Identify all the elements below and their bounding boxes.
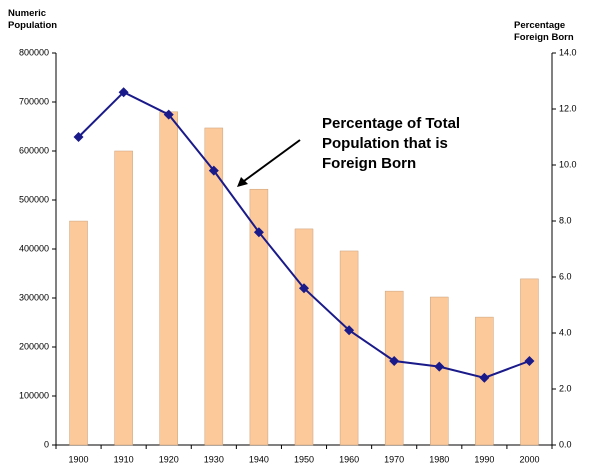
line-marker (208, 165, 219, 176)
bar (339, 250, 359, 446)
x-tick-label: 1920 (159, 454, 179, 464)
y-tick-label: 600000 (19, 145, 49, 155)
y-tick-label: 100000 (19, 390, 49, 400)
y-axis-title: Numeric Population (8, 8, 58, 31)
y2-tick-label: 12.0 (559, 103, 577, 113)
x-tick-label: 1950 (294, 454, 314, 464)
y-tick-label: 0 (44, 439, 49, 449)
annotation-arrowhead (237, 177, 248, 187)
annotation-arrow (243, 139, 301, 182)
line-marker (163, 109, 174, 120)
line-marker (524, 356, 535, 366)
annotation: Percentage of Total Population that is F… (322, 115, 461, 172)
x-tick-label: 2000 (519, 454, 539, 464)
y2-tick-label: 8.0 (559, 215, 572, 225)
y2-tick-label: 0.0 (559, 439, 572, 449)
line-marker (344, 325, 355, 336)
x-tick-label: 1900 (69, 454, 89, 464)
bar (114, 150, 133, 446)
bar (69, 220, 88, 446)
line-marker (389, 356, 400, 366)
y-tick-label: 300000 (19, 292, 49, 302)
y2-tick-label: 10.0 (559, 159, 577, 169)
x-tick-label: 1990 (474, 454, 494, 464)
line-marker (479, 372, 490, 383)
y-tick-label: 400000 (19, 243, 49, 253)
line-marker (253, 227, 264, 238)
bar (249, 188, 269, 446)
y2-tick-label: 14.0 (559, 47, 577, 57)
bar (204, 127, 224, 446)
line-marker (434, 361, 445, 372)
bar (159, 111, 178, 446)
y2-tick-label: 4.0 (559, 327, 572, 337)
line-marker (299, 283, 309, 294)
bar (294, 228, 314, 446)
y-tick-label: 200000 (19, 341, 49, 351)
x-tick-label: 1930 (204, 454, 224, 464)
x-tick-label: 1970 (384, 454, 404, 464)
line-marker (73, 132, 84, 142)
line-marker (118, 87, 129, 98)
y-tick-label: 800000 (19, 47, 49, 57)
x-tick-label: 1910 (114, 454, 134, 464)
y2-tick-label: 2.0 (559, 383, 572, 393)
x-tick-label: 1940 (249, 454, 269, 464)
x-tick-label: 1960 (339, 454, 359, 464)
y2-axis-title: Percentage Foreign Born (514, 20, 574, 43)
y-tick-label: 700000 (19, 96, 49, 106)
x-tick-label: 1980 (429, 454, 449, 464)
y2-tick-label: 6.0 (559, 271, 572, 281)
bar (384, 290, 404, 446)
y-tick-label: 500000 (19, 194, 49, 204)
